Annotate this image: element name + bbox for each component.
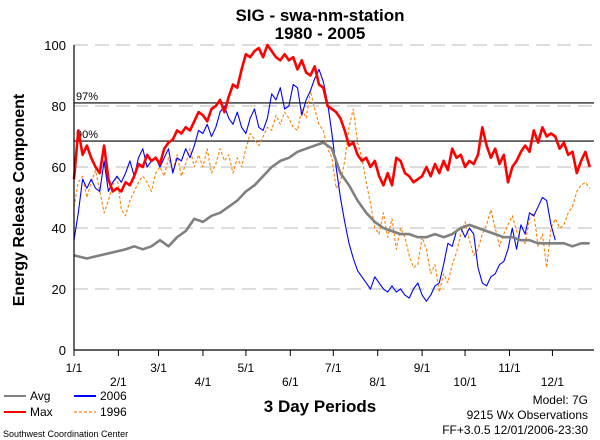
legend-label: Max [30,405,53,419]
series-line-2006 [73,68,556,302]
x-tick-label: 6/1 [282,375,299,389]
series-line-max [72,43,591,193]
axes: 0 20 40 60 80 100 1/1 2/1 3/1 4/1 5/1 6/1 7/1 8/1 9/1 1… [44,38,594,389]
percentile-lines: 97% 90% [74,91,594,142]
x-tick-label: 8/1 [369,375,386,389]
version-annotation: FF+3.0.5 12/01/2006-23:30 [442,423,588,437]
series-line-avg [73,141,590,260]
legend-label: Avg [30,389,50,403]
chart-title: SIG - swa-nm-station [235,6,404,25]
x-tick-label: 11/1 [498,361,521,375]
legend-label: 2006 [100,389,127,403]
percentile-label: 97% [76,91,98,103]
legend: Avg 2006 Max 1996 [4,389,127,419]
y-axis-label: Energy Release Component [11,93,28,306]
y-tick-label: 100 [44,38,66,53]
y-tick-label: 60 [52,160,66,175]
x-tick-label: 4/1 [195,375,212,389]
x-tick-label: 1/1 [66,361,83,375]
x-tick-label: 9/1 [414,361,431,375]
y-tick-label: 0 [59,343,66,358]
chart-subtitle: 1980 - 2005 [275,24,366,43]
model-annotation: Model: 7G [533,393,588,407]
y-tick-label: 80 [52,99,66,114]
percentile-label: 90% [76,129,98,141]
observations-annotation: 9215 Wx Observations [467,408,588,422]
x-tick-label: 7/1 [325,361,342,375]
x-tick-label: 2/1 [110,375,127,389]
credit-annotation: Southwest Coordination Center [3,429,128,439]
legend-label: 1996 [100,405,127,419]
x-tick-label: 10/1 [453,375,477,389]
grid-lines [74,44,594,290]
x-tick-label: 12/1 [541,375,565,389]
y-tick-label: 20 [52,282,66,297]
series-line-1996 [73,90,591,293]
data-series [72,43,591,302]
x-tick-label: 3/1 [150,361,167,375]
y-tick-label: 40 [52,221,66,236]
x-axis-label: 3 Day Periods [264,397,376,416]
x-tick-label: 5/1 [238,361,255,375]
